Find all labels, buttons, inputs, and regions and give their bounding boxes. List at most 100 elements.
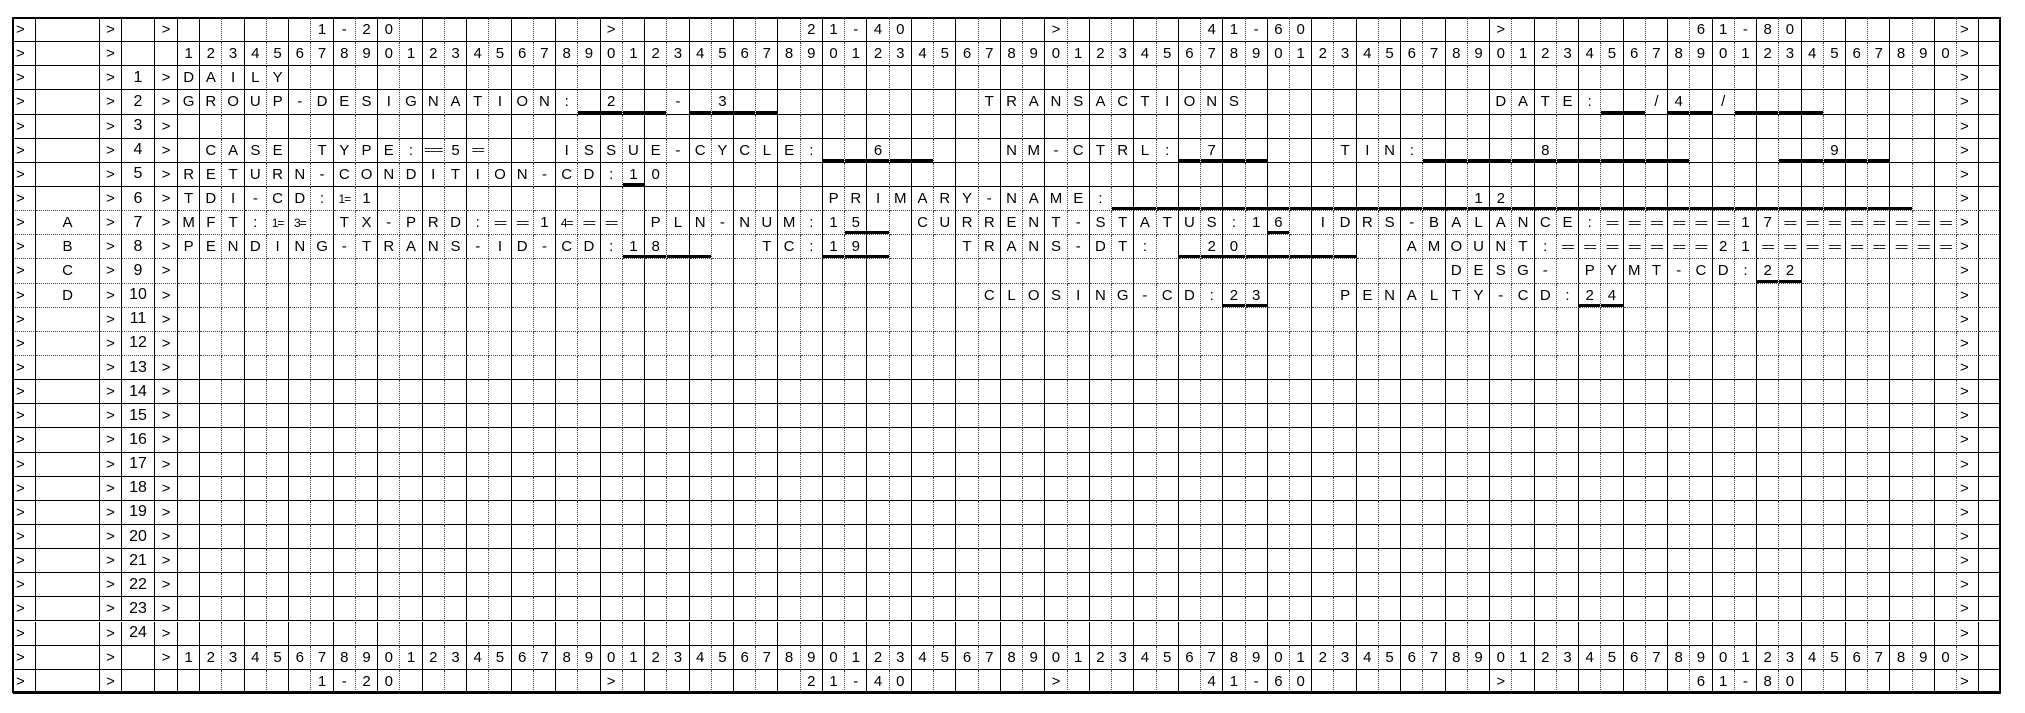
cell-char: I xyxy=(422,162,445,187)
grid-cell xyxy=(1601,573,1624,598)
cell-char: - xyxy=(1245,669,1268,694)
grid-cell xyxy=(1868,404,1891,429)
grid-cell xyxy=(1067,404,1090,429)
cell-char: R xyxy=(956,211,979,236)
row-marker: > xyxy=(100,18,122,43)
grid-cell xyxy=(422,476,445,501)
grid-cell xyxy=(511,331,534,356)
grid-cell xyxy=(1934,597,1958,622)
grid-cell xyxy=(1823,259,1846,284)
grid-cell xyxy=(934,90,957,115)
grid-cell xyxy=(1912,114,1935,139)
grid-cell xyxy=(1334,500,1357,525)
cell-char: 1 xyxy=(533,211,557,236)
grid-cell xyxy=(489,500,512,525)
grid-cell xyxy=(1579,549,1602,574)
grid-cell xyxy=(1267,162,1290,187)
grid-cell xyxy=(1290,259,1313,284)
grid-cell xyxy=(1223,114,1246,139)
grid-cell xyxy=(1423,331,1446,356)
grid-cell xyxy=(1045,573,1068,598)
cell-char: N xyxy=(378,162,401,187)
cell-char: 2 xyxy=(1534,645,1557,670)
grid-cell xyxy=(311,476,334,501)
grid-cell xyxy=(333,259,356,284)
cell-char: 3 xyxy=(667,42,690,67)
row-end-marker: > xyxy=(1957,404,1979,429)
grid-cell xyxy=(1334,452,1357,477)
cell-char: E xyxy=(645,138,668,163)
grid-cell xyxy=(689,259,712,284)
cell-char: - xyxy=(244,186,267,212)
grid-cell xyxy=(378,355,401,381)
row-section-label xyxy=(36,162,100,187)
row-end-marker: > xyxy=(1957,355,1979,381)
grid-cell xyxy=(1979,114,2001,139)
grid-cell xyxy=(1534,307,1557,332)
cell-char: D xyxy=(289,186,312,212)
grid-cell xyxy=(1423,476,1446,501)
grid-cell xyxy=(778,307,801,332)
grid-cell xyxy=(1312,355,1335,381)
grid-cell xyxy=(1312,500,1335,525)
grid-cell xyxy=(533,114,557,139)
row-marker: > xyxy=(155,18,178,43)
grid-cell xyxy=(1979,404,2001,429)
grid-cell xyxy=(1934,621,1958,646)
grid-cell xyxy=(911,235,935,260)
grid-cell xyxy=(1312,66,1335,91)
grid-cell xyxy=(1401,259,1424,284)
grid-cell xyxy=(822,355,846,381)
row-marker: > xyxy=(155,307,178,332)
cell-char: 7 xyxy=(311,42,334,67)
cell-char: 4 xyxy=(1201,18,1224,43)
grid-cell xyxy=(1245,573,1268,598)
cell-char: P xyxy=(1579,259,1602,284)
cell-char: A xyxy=(911,186,935,212)
grid-cell xyxy=(734,114,757,139)
row-end-marker: > xyxy=(1957,283,1979,308)
grid-cell xyxy=(1000,452,1024,477)
grid-cell xyxy=(1000,669,1024,694)
grid-cell xyxy=(1312,162,1335,187)
grid-cell xyxy=(867,500,890,525)
grid-cell xyxy=(778,669,801,694)
grid-cell xyxy=(1757,307,1780,332)
grid-cell xyxy=(1912,452,1935,477)
grid-cell xyxy=(1178,452,1202,477)
grid-cell xyxy=(1045,621,1068,646)
grid-cell xyxy=(1645,573,1669,598)
grid-cell xyxy=(622,331,646,356)
grid-cell xyxy=(1712,355,1735,381)
grid-cell xyxy=(778,380,801,405)
grid-cell xyxy=(400,524,423,550)
grid-cell xyxy=(911,259,935,284)
grid-cell xyxy=(734,573,757,598)
grid-cell xyxy=(1890,331,1913,356)
grid-cell xyxy=(1445,355,1468,381)
row-number: 7 xyxy=(122,211,155,236)
grid-cell xyxy=(1089,380,1113,405)
grid-cell xyxy=(911,669,935,694)
cell-char: 0 xyxy=(1290,669,1313,694)
grid-cell xyxy=(1868,331,1891,356)
grid-cell xyxy=(222,621,245,646)
grid-cell xyxy=(467,597,490,622)
grid-cell xyxy=(1979,573,2001,598)
grid-cell xyxy=(689,162,712,187)
grid-cell xyxy=(1601,380,1624,405)
grid-cell xyxy=(511,114,534,139)
grid-cell xyxy=(1556,186,1580,212)
grid-cell xyxy=(1000,355,1024,381)
cell-char: 8 xyxy=(1445,645,1468,670)
grid-cell xyxy=(533,331,557,356)
row-marker: > xyxy=(100,307,122,332)
grid-cell xyxy=(333,476,356,501)
grid-cell xyxy=(1312,380,1335,405)
grid-cell xyxy=(1245,307,1268,332)
grid-cell xyxy=(1423,90,1446,115)
cell-char: D xyxy=(178,66,201,91)
cell-char: 4 xyxy=(689,42,712,67)
row-section-label: C xyxy=(36,259,100,284)
grid-cell xyxy=(1000,573,1024,598)
